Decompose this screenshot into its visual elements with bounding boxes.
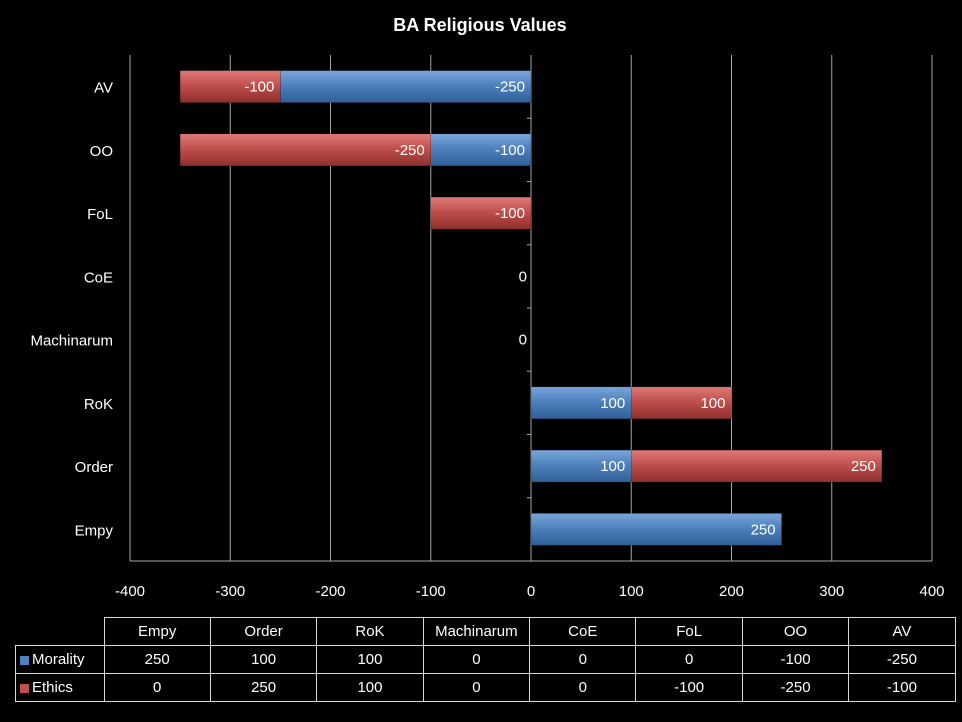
data-label: 250: [851, 458, 876, 475]
data-table-cell: 100: [316, 645, 424, 674]
bar-morality-oo: [430, 133, 532, 167]
x-tick-label: -100: [416, 583, 446, 600]
data-table-column-header: Empy: [103, 617, 211, 646]
bar-ethics-order: [631, 449, 883, 483]
data-label: 0: [519, 268, 527, 285]
y-tick-label: RoK: [84, 396, 113, 413]
data-table-cell: -100: [848, 673, 956, 702]
data-label: 250: [751, 521, 776, 538]
data-label: -250: [395, 142, 425, 159]
legend-swatch: [20, 683, 29, 693]
data-table-cell: 250: [103, 645, 211, 674]
data-table-row: Ethics 0 250 100 0 0 -100 -250 -100: [15, 673, 956, 702]
bar-ethics-fol: [430, 196, 532, 230]
data-table-cell: -100: [635, 673, 743, 702]
legend-label: Morality: [32, 651, 85, 668]
data-table-cell: 100: [316, 673, 424, 702]
data-table-column-header: FoL: [635, 617, 743, 646]
data-label: -100: [244, 79, 274, 96]
x-tick-label: -400: [115, 583, 145, 600]
data-table-cell: 0: [529, 645, 637, 674]
bar-morality-order: [530, 449, 632, 483]
bars: 250 100 250 100 100 0 0 -100 -100 -250 -250 -100: [179, 70, 883, 546]
data-label: 100: [600, 458, 625, 475]
y-tick-label: FoL: [87, 206, 113, 223]
x-tick-label: 400: [919, 583, 944, 600]
data-table-row: Morality 250 100 100 0 0 0 -100 -250: [15, 645, 956, 674]
x-tick-label: -200: [315, 583, 345, 600]
data-table-column-header: RoK: [316, 617, 424, 646]
data-table-cell: -250: [741, 673, 850, 702]
y-tick-label: OO: [90, 143, 113, 160]
data-label: -100: [495, 205, 525, 222]
data-table-column-header: AV: [848, 617, 956, 646]
legend-label: Ethics: [32, 679, 73, 696]
data-table-cell: 250: [209, 673, 318, 702]
x-tick-label: 100: [619, 583, 644, 600]
data-table-cell: -250: [848, 645, 956, 674]
legend-key-morality: Morality: [15, 645, 105, 674]
data-label: -250: [495, 79, 525, 96]
data-table-column-header: CoE: [529, 617, 637, 646]
bar-morality-rok: [530, 386, 632, 420]
x-tick-label: 300: [819, 583, 844, 600]
data-table-corner: [15, 617, 105, 646]
data-table-column-header: OO: [741, 617, 850, 646]
data-table-cell: 0: [635, 645, 743, 674]
x-tick-label: 200: [719, 583, 744, 600]
data-table-cell: 0: [103, 673, 211, 702]
y-tick-label: AV: [94, 80, 113, 97]
bar-morality-empy: [530, 513, 782, 546]
data-table-column-header: Machinarum: [422, 617, 531, 646]
y-tick-label: Empy: [75, 522, 114, 539]
data-label: 100: [700, 395, 725, 412]
data-table-cell: -100: [741, 645, 850, 674]
data-table-cell: 100: [209, 645, 318, 674]
legend-swatch: [20, 655, 29, 665]
y-tick-label: Machinarum: [30, 333, 113, 350]
x-tick-label: 0: [527, 583, 535, 600]
data-table-cell: 0: [529, 673, 637, 702]
y-tick-label: Order: [75, 459, 113, 476]
data-table-cell: 0: [422, 673, 531, 702]
bar-ethics-rok: [631, 386, 732, 420]
data-label: 0: [519, 332, 527, 349]
bar-morality-av: [280, 70, 532, 103]
bar-ethics-oo: [179, 133, 431, 167]
data-table: Empy Order RoK Machinarum CoE FoL OO AV Moralit…: [15, 617, 956, 702]
data-label: 100: [600, 395, 625, 412]
bar-ethics-av: [179, 70, 281, 103]
legend-key-ethics: Ethics: [15, 673, 105, 702]
stacked-bar-chart: BA Religious Values 250 100 250 100 100 0 0 -10…: [30, 15, 944, 600]
data-label: -100: [495, 142, 525, 159]
y-tick-label: CoE: [84, 269, 113, 286]
chart-title: BA Religious Values: [393, 15, 566, 35]
data-table-cell: 0: [422, 645, 531, 674]
axes: Empy Order RoK Machinarum CoE FoL OO AV -400 -300…: [30, 80, 944, 600]
data-table-header-row: Empy Order RoK Machinarum CoE FoL OO AV: [15, 617, 956, 646]
x-tick-label: -300: [215, 583, 245, 600]
data-table-column-header: Order: [209, 617, 318, 646]
